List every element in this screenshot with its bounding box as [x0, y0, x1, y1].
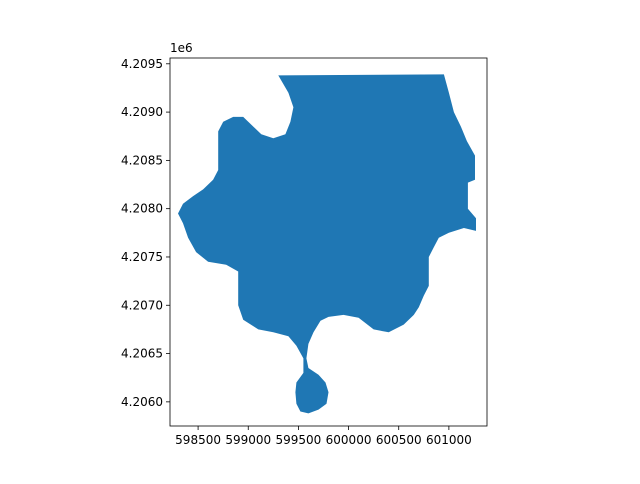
x-tick-label: 599000: [225, 433, 271, 447]
x-axis: 598500 599000 599500 600000 600500 601000: [175, 426, 472, 447]
x-tick-label: 601000: [426, 433, 472, 447]
y-tick-label: 4.2085: [121, 153, 163, 167]
y-tick-label: 4.2065: [121, 347, 163, 361]
y-tick-label: 4.2090: [121, 105, 163, 119]
region-polygon: [178, 74, 476, 414]
y-axis-offset-label: 1e6: [170, 41, 193, 55]
axes-frame: [169, 57, 488, 427]
x-tick-label: 600000: [326, 433, 372, 447]
y-tick-label: 4.2060: [121, 395, 163, 409]
plot-layer: [178, 74, 476, 414]
x-tick-label: 598500: [175, 433, 221, 447]
y-tick-label: 4.2075: [121, 250, 163, 264]
y-tick-label: 4.2070: [121, 298, 163, 312]
y-axis: 4.2060 4.2065 4.2070 4.2075 4.2080 4.2085 4.20…: [121, 57, 170, 409]
y-tick-label: 4.2080: [121, 202, 163, 216]
x-tick-label: 599500: [275, 433, 321, 447]
y-tick-label: 4.2095: [121, 57, 163, 71]
x-tick-label: 600500: [376, 433, 422, 447]
